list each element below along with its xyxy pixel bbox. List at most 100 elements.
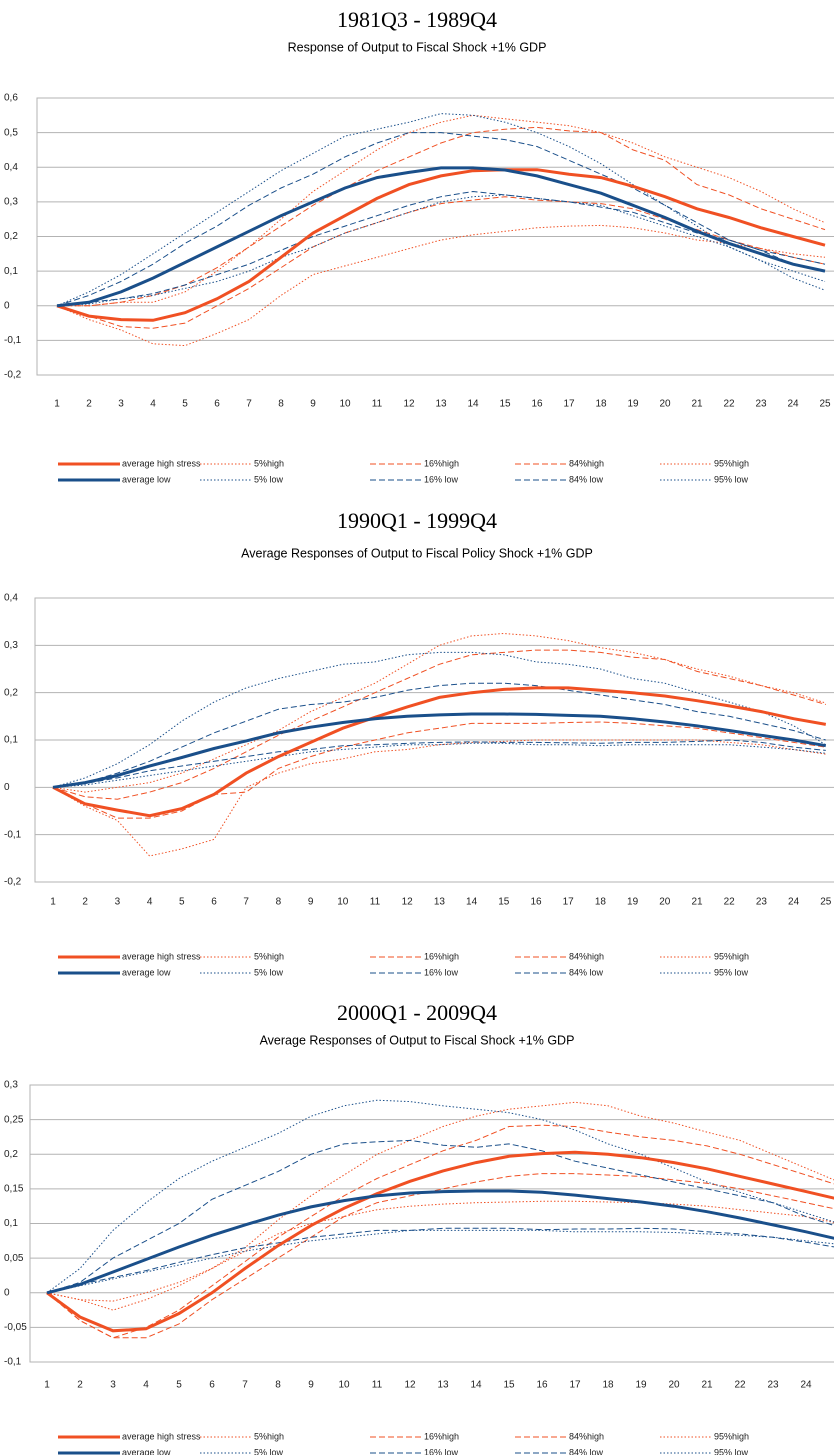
x-tick-label: 7 <box>242 1380 248 1391</box>
x-tick-label: 3 <box>118 399 124 410</box>
x-tick-label: 7 <box>246 399 252 410</box>
x-tick-label: 10 <box>338 1380 350 1391</box>
legend-label: 95% low <box>714 474 749 484</box>
x-tick-label: 25 <box>819 399 831 410</box>
x-tick-label: 9 <box>308 897 314 908</box>
legend-label: 84%high <box>569 951 604 961</box>
x-tick-label: 22 <box>723 399 735 410</box>
x-tick-label: 25 <box>820 897 832 908</box>
series-line <box>46 1200 834 1302</box>
series-line <box>56 113 826 307</box>
legend-label: 95%high <box>714 458 749 468</box>
x-tick-label: 13 <box>435 399 447 410</box>
legend-label: 84% low <box>569 1447 604 1455</box>
x-tick-label: 23 <box>755 399 767 410</box>
x-tick-label: 18 <box>595 399 607 410</box>
y-tick-label: -0,2 <box>4 877 22 888</box>
y-tick-label: 0,1 <box>4 1218 18 1229</box>
legend-label: 5% low <box>254 967 284 977</box>
y-tick-label: -0,1 <box>4 335 22 346</box>
x-tick-label: 4 <box>150 399 156 410</box>
y-tick-label: 0,4 <box>4 162 18 173</box>
y-tick-label: 0,3 <box>4 197 18 208</box>
chart-title: 1981Q3 - 1989Q4 <box>337 7 497 32</box>
x-tick-label: 24 <box>800 1380 812 1391</box>
y-tick-label: 0 <box>4 300 10 311</box>
legend-label: average high stress <box>122 1431 201 1441</box>
y-tick-label: -0,1 <box>4 829 22 840</box>
y-tick-label: 0,2 <box>4 1149 18 1160</box>
x-tick-label: 8 <box>276 897 282 908</box>
x-tick-label: 6 <box>209 1380 215 1391</box>
legend-label: average high stress <box>122 458 201 468</box>
x-tick-label: 17 <box>569 1380 581 1391</box>
series-line <box>46 1173 834 1339</box>
chart-subtitle: Average Responses of Output to Fiscal Sh… <box>260 1033 575 1047</box>
x-tick-label: 12 <box>403 399 415 410</box>
chart-title: 1990Q1 - 1999Q4 <box>337 508 497 533</box>
legend-label: 84%high <box>569 458 604 468</box>
chart-title: 2000Q1 - 2009Q4 <box>337 1000 497 1025</box>
x-tick-label: 2 <box>82 897 88 908</box>
series-line <box>56 168 826 322</box>
legend-label: 5%high <box>254 951 284 961</box>
legend-label: 95% low <box>714 967 749 977</box>
legend-label: 95%high <box>714 951 749 961</box>
x-tick-label: 15 <box>503 1380 515 1391</box>
x-tick-label: 1 <box>54 399 60 410</box>
legend-label: 84% low <box>569 474 604 484</box>
series-line <box>46 1099 834 1294</box>
x-tick-label: 16 <box>530 897 542 908</box>
y-tick-label: 0 <box>4 782 10 793</box>
x-tick-label: 16 <box>531 399 543 410</box>
legend-label: 5%high <box>254 458 284 468</box>
x-tick-label: 24 <box>788 897 800 908</box>
series-line <box>46 1101 834 1311</box>
y-tick-label: 0,15 <box>4 1184 24 1195</box>
series-line <box>57 114 826 307</box>
x-tick-label: 17 <box>563 399 575 410</box>
x-tick-label: 13 <box>437 1380 449 1391</box>
series-line <box>46 1189 834 1295</box>
series-line <box>52 651 827 788</box>
y-tick-label: 0,3 <box>4 640 18 651</box>
series-line <box>52 686 827 818</box>
series-line <box>52 682 826 788</box>
x-tick-label: 2 <box>86 399 92 410</box>
series-line <box>52 712 827 789</box>
y-tick-label: -0,2 <box>4 370 22 381</box>
x-tick-label: 4 <box>143 1380 149 1391</box>
legend-label: 16% low <box>424 967 459 977</box>
x-tick-label: 21 <box>691 399 703 410</box>
x-tick-label: 23 <box>756 897 768 908</box>
x-tick-label: 1 <box>44 1380 50 1391</box>
x-tick-label: 23 <box>767 1380 779 1391</box>
legend-label: 95% low <box>714 1447 749 1455</box>
x-tick-label: 19 <box>627 399 639 410</box>
x-tick-label: 14 <box>466 897 478 908</box>
x-tick-label: 8 <box>278 399 284 410</box>
legend-label: 16%high <box>424 1431 459 1441</box>
x-tick-label: 20 <box>659 399 671 410</box>
series-line <box>57 126 826 307</box>
x-tick-label: 12 <box>402 897 414 908</box>
y-tick-label: 0 <box>4 1287 10 1298</box>
y-tick-label: 0,4 <box>4 593 18 604</box>
x-tick-label: 5 <box>182 399 188 410</box>
legend-label: average high stress <box>122 951 201 961</box>
x-tick-label: 17 <box>563 897 575 908</box>
x-tick-label: 22 <box>734 1380 746 1391</box>
series-line <box>46 1150 834 1333</box>
y-tick-label: 0,1 <box>4 266 18 277</box>
series-line <box>52 739 826 788</box>
series-line <box>56 196 826 329</box>
x-tick-label: 3 <box>115 897 121 908</box>
legend-label: 16% low <box>424 1447 459 1455</box>
x-tick-label: 24 <box>787 399 799 410</box>
series-line <box>52 742 826 788</box>
x-tick-label: 18 <box>595 897 607 908</box>
series-line <box>56 190 826 307</box>
x-tick-label: 19 <box>635 1380 647 1391</box>
x-tick-label: 11 <box>370 897 381 908</box>
x-tick-label: 16 <box>536 1380 548 1391</box>
